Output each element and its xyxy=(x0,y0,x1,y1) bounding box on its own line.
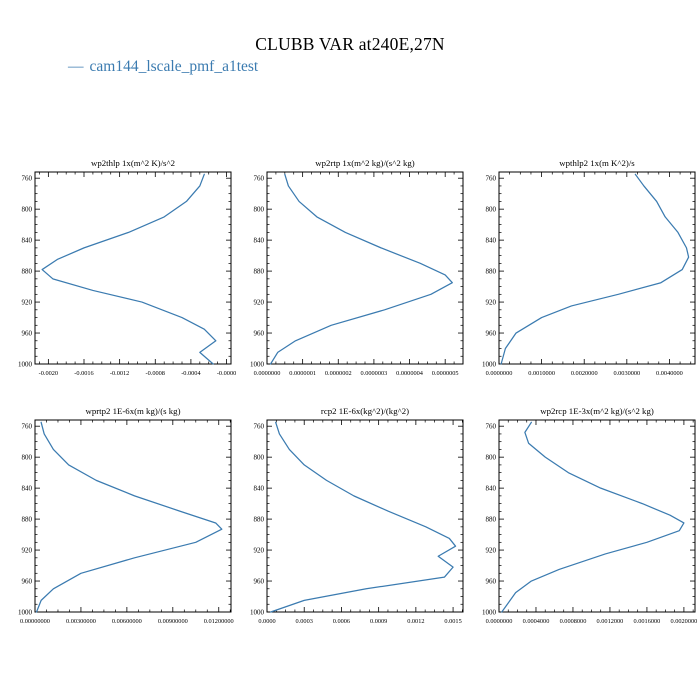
svg-text:840: 840 xyxy=(254,237,265,245)
subplot-wprtp2: wprtp2 1E-6x(m kg)/(s kg) 0.00000000 0.003… xyxy=(5,404,245,644)
svg-text:760: 760 xyxy=(22,423,33,431)
svg-text:880: 880 xyxy=(486,267,497,275)
svg-text:920: 920 xyxy=(486,298,497,306)
svg-text:-0.0000: -0.0000 xyxy=(217,370,236,377)
svg-text:0.0010000: 0.0010000 xyxy=(528,370,555,377)
svg-text:0.0008000: 0.0008000 xyxy=(560,618,587,625)
svg-text:1000: 1000 xyxy=(18,608,33,616)
svg-text:0.00900000: 0.00900000 xyxy=(158,618,188,625)
svg-text:-0.0008: -0.0008 xyxy=(146,370,165,377)
svg-text:760: 760 xyxy=(254,175,265,183)
svg-text:920: 920 xyxy=(22,298,33,306)
svg-text:0.0003: 0.0003 xyxy=(296,618,313,625)
svg-text:-0.0020: -0.0020 xyxy=(39,370,58,377)
svg-text:800: 800 xyxy=(22,454,33,462)
svg-text:0.0016000: 0.0016000 xyxy=(634,618,661,625)
subplot-wpthlp2: wpthlp2 1x(m K^2)/s 0.0000000 0.0010000 0.0… xyxy=(469,156,700,396)
svg-text:840: 840 xyxy=(22,485,33,493)
svg-text:0.00000000: 0.00000000 xyxy=(20,618,50,625)
svg-text:960: 960 xyxy=(254,329,265,337)
svg-text:-0.0016: -0.0016 xyxy=(74,370,93,377)
svg-text:wpthlp2 1x(m K^2)/s: wpthlp2 1x(m K^2)/s xyxy=(559,158,635,168)
svg-text:0.01200000: 0.01200000 xyxy=(204,618,234,625)
svg-text:0.0004000: 0.0004000 xyxy=(523,618,550,625)
svg-text:0.00300000: 0.00300000 xyxy=(66,618,96,625)
svg-text:0.0000005: 0.0000005 xyxy=(432,370,459,377)
svg-text:0.0012000: 0.0012000 xyxy=(597,618,624,625)
svg-text:960: 960 xyxy=(254,577,265,585)
svg-text:960: 960 xyxy=(22,329,33,337)
subplot-wp2rtp: wp2rtp 1x(m^2 kg)/(s^2 kg) 0.0000000 0.000… xyxy=(237,156,477,396)
svg-text:920: 920 xyxy=(22,546,33,554)
svg-text:800: 800 xyxy=(22,206,33,214)
svg-text:0.0009: 0.0009 xyxy=(370,618,387,625)
svg-text:800: 800 xyxy=(254,206,265,214)
svg-text:0.0000004: 0.0000004 xyxy=(396,370,424,377)
svg-text:1000: 1000 xyxy=(482,360,497,368)
svg-text:rcp2 1E-6x(kg^2)/(kg^2): rcp2 1E-6x(kg^2)/(kg^2) xyxy=(321,406,409,416)
svg-text:760: 760 xyxy=(486,175,497,183)
svg-text:760: 760 xyxy=(22,175,33,183)
svg-text:0.0000000: 0.0000000 xyxy=(486,370,513,377)
svg-text:0.0006: 0.0006 xyxy=(333,618,350,625)
svg-text:0.0012: 0.0012 xyxy=(407,618,424,625)
svg-text:840: 840 xyxy=(22,237,33,245)
svg-text:wp2rcp 1E-3x(m^2 kg)/(s^2 kg): wp2rcp 1E-3x(m^2 kg)/(s^2 kg) xyxy=(540,406,654,416)
svg-text:wprtp2 1E-6x(m kg)/(s kg): wprtp2 1E-6x(m kg)/(s kg) xyxy=(85,406,180,416)
svg-text:1000: 1000 xyxy=(482,608,497,616)
svg-text:0.0020000: 0.0020000 xyxy=(571,370,598,377)
legend: — cam144_lscale_pmf_a1test xyxy=(68,58,258,76)
svg-text:960: 960 xyxy=(486,329,497,337)
svg-text:880: 880 xyxy=(486,515,497,523)
svg-text:880: 880 xyxy=(254,515,265,523)
svg-text:0.0040000: 0.0040000 xyxy=(656,370,683,377)
svg-text:0.00600000: 0.00600000 xyxy=(112,618,142,625)
svg-text:0.0000: 0.0000 xyxy=(258,618,275,625)
svg-text:760: 760 xyxy=(486,423,497,431)
page-title: CLUBB VAR at240E,27N xyxy=(255,34,445,54)
svg-text:920: 920 xyxy=(254,298,265,306)
svg-text:960: 960 xyxy=(22,577,33,585)
svg-text:0.0020000: 0.0020000 xyxy=(671,618,698,625)
svg-text:800: 800 xyxy=(254,454,265,462)
svg-text:800: 800 xyxy=(486,206,497,214)
svg-text:0.0000002: 0.0000002 xyxy=(325,370,352,377)
svg-text:1000: 1000 xyxy=(18,360,33,368)
svg-text:0.0000000: 0.0000000 xyxy=(486,618,513,625)
svg-text:1000: 1000 xyxy=(250,360,265,368)
svg-text:0.0015: 0.0015 xyxy=(444,618,461,625)
svg-text:920: 920 xyxy=(486,546,497,554)
svg-text:880: 880 xyxy=(22,515,33,523)
svg-text:-0.0004: -0.0004 xyxy=(181,370,201,377)
svg-text:0.0000003: 0.0000003 xyxy=(361,370,388,377)
svg-text:0.0000000: 0.0000000 xyxy=(254,370,281,377)
svg-text:840: 840 xyxy=(486,237,497,245)
svg-text:wp2thlp 1x(m^2 K)/s^2: wp2thlp 1x(m^2 K)/s^2 xyxy=(91,158,175,168)
svg-text:760: 760 xyxy=(254,423,265,431)
svg-text:840: 840 xyxy=(486,485,497,493)
legend-line-icon: — xyxy=(68,58,84,75)
svg-text:-0.0012: -0.0012 xyxy=(110,370,129,377)
subplot-wp2thlp: wp2thlp 1x(m^2 K)/s^2 -0.0020 -0.0016 -0.00… xyxy=(5,156,245,396)
svg-text:1000: 1000 xyxy=(250,608,265,616)
svg-text:960: 960 xyxy=(486,577,497,585)
svg-text:0.0030000: 0.0030000 xyxy=(613,370,640,377)
subplot-wp2rcp: wp2rcp 1E-3x(m^2 kg)/(s^2 kg) 0.0000000 0.… xyxy=(469,404,700,644)
svg-text:880: 880 xyxy=(254,267,265,275)
legend-label: cam144_lscale_pmf_a1test xyxy=(89,58,259,75)
svg-text:800: 800 xyxy=(486,454,497,462)
svg-text:920: 920 xyxy=(254,546,265,554)
svg-text:wp2rtp 1x(m^2 kg)/(s^2 kg): wp2rtp 1x(m^2 kg)/(s^2 kg) xyxy=(315,158,414,168)
subplot-rcp2: rcp2 1E-6x(kg^2)/(kg^2) 0.0000 0.0003 0.000… xyxy=(237,404,477,644)
svg-text:0.0000001: 0.0000001 xyxy=(289,370,316,377)
svg-text:880: 880 xyxy=(22,267,33,275)
svg-text:840: 840 xyxy=(254,485,265,493)
